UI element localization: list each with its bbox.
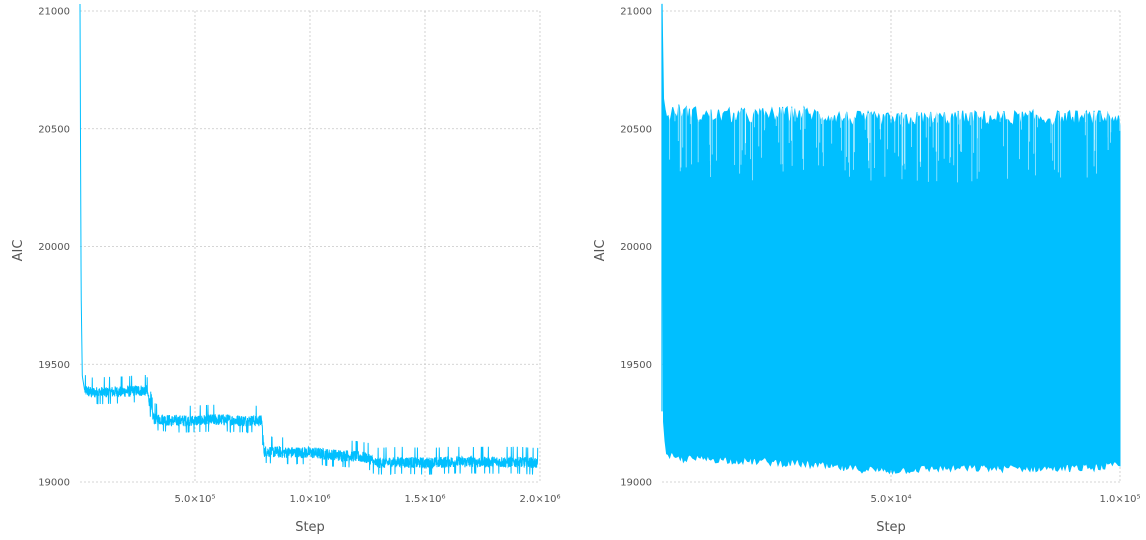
panel-2-y-tick-label-4: 21000 bbox=[620, 7, 652, 18]
panel-2-series-band bbox=[661, 3, 1121, 475]
panel-2-x-tick-label-1: 1.0×10⁵ bbox=[1099, 494, 1140, 505]
panel-1-series-line bbox=[79, 3, 539, 476]
panel-2-y-tick-label-0: 19000 bbox=[620, 478, 652, 489]
panel-1-x-tick-label-2: 1.5×10⁶ bbox=[404, 494, 445, 505]
panel-1-y-tick-label-2: 20000 bbox=[38, 242, 70, 253]
panel-2-x-tick-label-0: 5.0×10⁴ bbox=[870, 494, 911, 505]
panel-1-x-tick-label-0: 5.0×10⁵ bbox=[174, 494, 215, 505]
panel-1-y-axis-label: AIC bbox=[11, 240, 26, 262]
panel-1-y-tick-label-0: 19000 bbox=[38, 478, 70, 489]
panel-2-y-axis-label: AIC bbox=[593, 240, 608, 262]
panel-1-x-axis-label: Step bbox=[295, 520, 325, 535]
panel-2-y-tick-label-3: 20500 bbox=[620, 124, 652, 135]
panel-1-x-tick-label-3: 2.0×10⁶ bbox=[519, 494, 560, 505]
panel-2-y-tick-label-1: 19500 bbox=[620, 360, 652, 371]
panel-1-x-tick-label-1: 1.0×10⁶ bbox=[289, 494, 330, 505]
panel-2-series-texture bbox=[669, 105, 1121, 183]
panel-1-y-tick-label-3: 20500 bbox=[38, 124, 70, 135]
panel-1-y-tick-label-1: 19500 bbox=[38, 360, 70, 371]
panel-1-y-tick-label-4: 21000 bbox=[38, 7, 70, 18]
panel-2-y-tick-label-2: 20000 bbox=[620, 242, 652, 253]
panel-2-x-axis-label: Step bbox=[876, 520, 906, 535]
